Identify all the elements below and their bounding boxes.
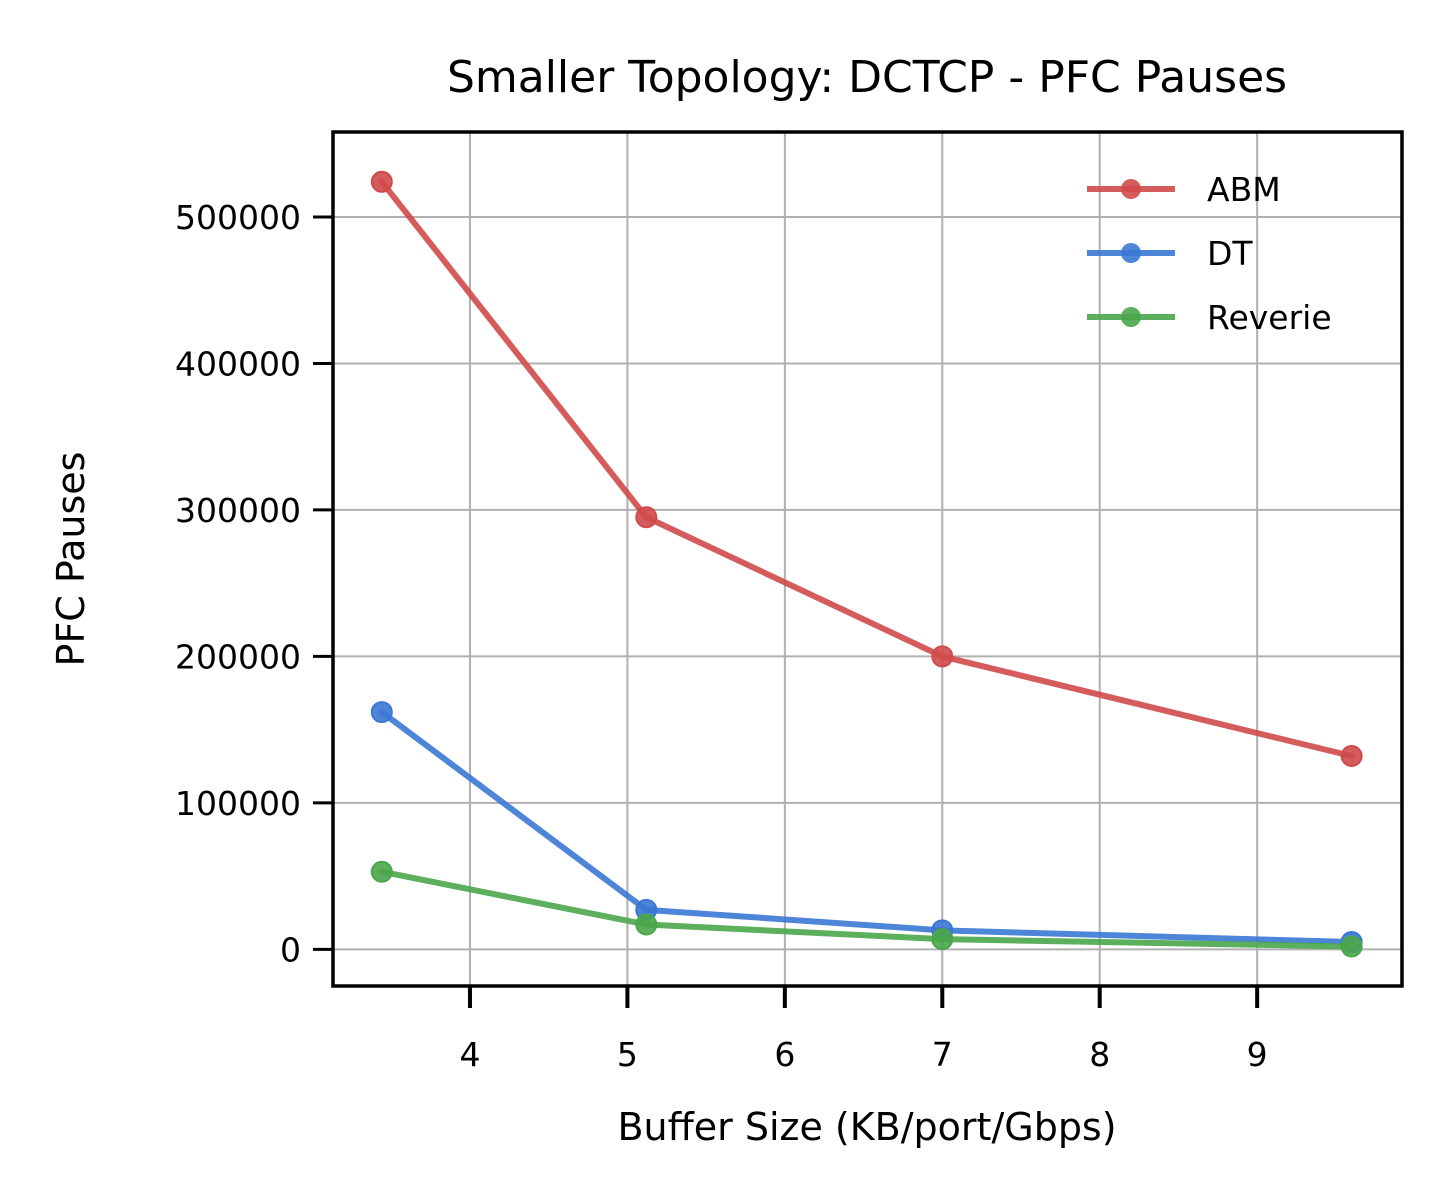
y-tick-label: 400000 [175, 344, 301, 383]
y-tick-label: 200000 [175, 637, 301, 676]
y-tick-label: 100000 [175, 784, 301, 823]
x-axis-label: Buffer Size (KB/port/Gbps) [617, 1105, 1116, 1149]
axis-ticks: 4 5 6 7 8 9 0 100000 200000 300000 400000 500000 [175, 198, 1268, 1074]
grid-lines [333, 132, 1402, 986]
chart-title: Smaller Topology: DCTCP - PFC Pauses [447, 52, 1287, 103]
x-tick-label: 8 [1089, 1035, 1110, 1074]
x-tick-label: 7 [932, 1035, 953, 1074]
series-line-abm [378, 178, 1355, 760]
x-tick-label: 4 [459, 1035, 480, 1074]
y-tick-label: 0 [280, 930, 301, 969]
series-line-dt [378, 709, 1355, 946]
x-tick-label: 9 [1247, 1035, 1268, 1074]
series-layer [370, 170, 1363, 958]
legend-label-reverie: Reverie [1207, 298, 1332, 337]
legend-marker-abm [1121, 179, 1141, 199]
data-point-reverie [931, 928, 954, 951]
data-point-reverie [1340, 935, 1363, 958]
legend-marker-reverie [1121, 307, 1141, 327]
series-line-reverie [378, 868, 1355, 950]
y-axis-label: PFC Pauses [49, 452, 93, 667]
x-tick-label: 5 [617, 1035, 638, 1074]
legend-label-dt: DT [1207, 234, 1253, 273]
plot-frame [331, 130, 1404, 988]
legend-label-abm: ABM [1207, 170, 1281, 209]
data-point-reverie [635, 913, 658, 936]
data-point-reverie [370, 860, 393, 883]
data-point-abm [931, 645, 954, 668]
legend-item-reverie: Reverie [1087, 298, 1332, 337]
data-point-dt [370, 701, 393, 724]
y-tick-label: 500000 [175, 198, 301, 237]
legend: ABM DT Reverie [1087, 170, 1332, 337]
legend-marker-dt [1121, 243, 1141, 263]
series-abm [370, 170, 1363, 768]
y-tick-label: 300000 [175, 491, 301, 530]
data-point-abm [370, 170, 393, 193]
legend-item-dt: DT [1087, 234, 1253, 273]
x-tick-label: 6 [774, 1035, 795, 1074]
series-reverie [370, 860, 1363, 958]
legend-item-abm: ABM [1087, 170, 1281, 209]
data-point-abm [635, 506, 658, 529]
data-point-abm [1340, 745, 1363, 768]
